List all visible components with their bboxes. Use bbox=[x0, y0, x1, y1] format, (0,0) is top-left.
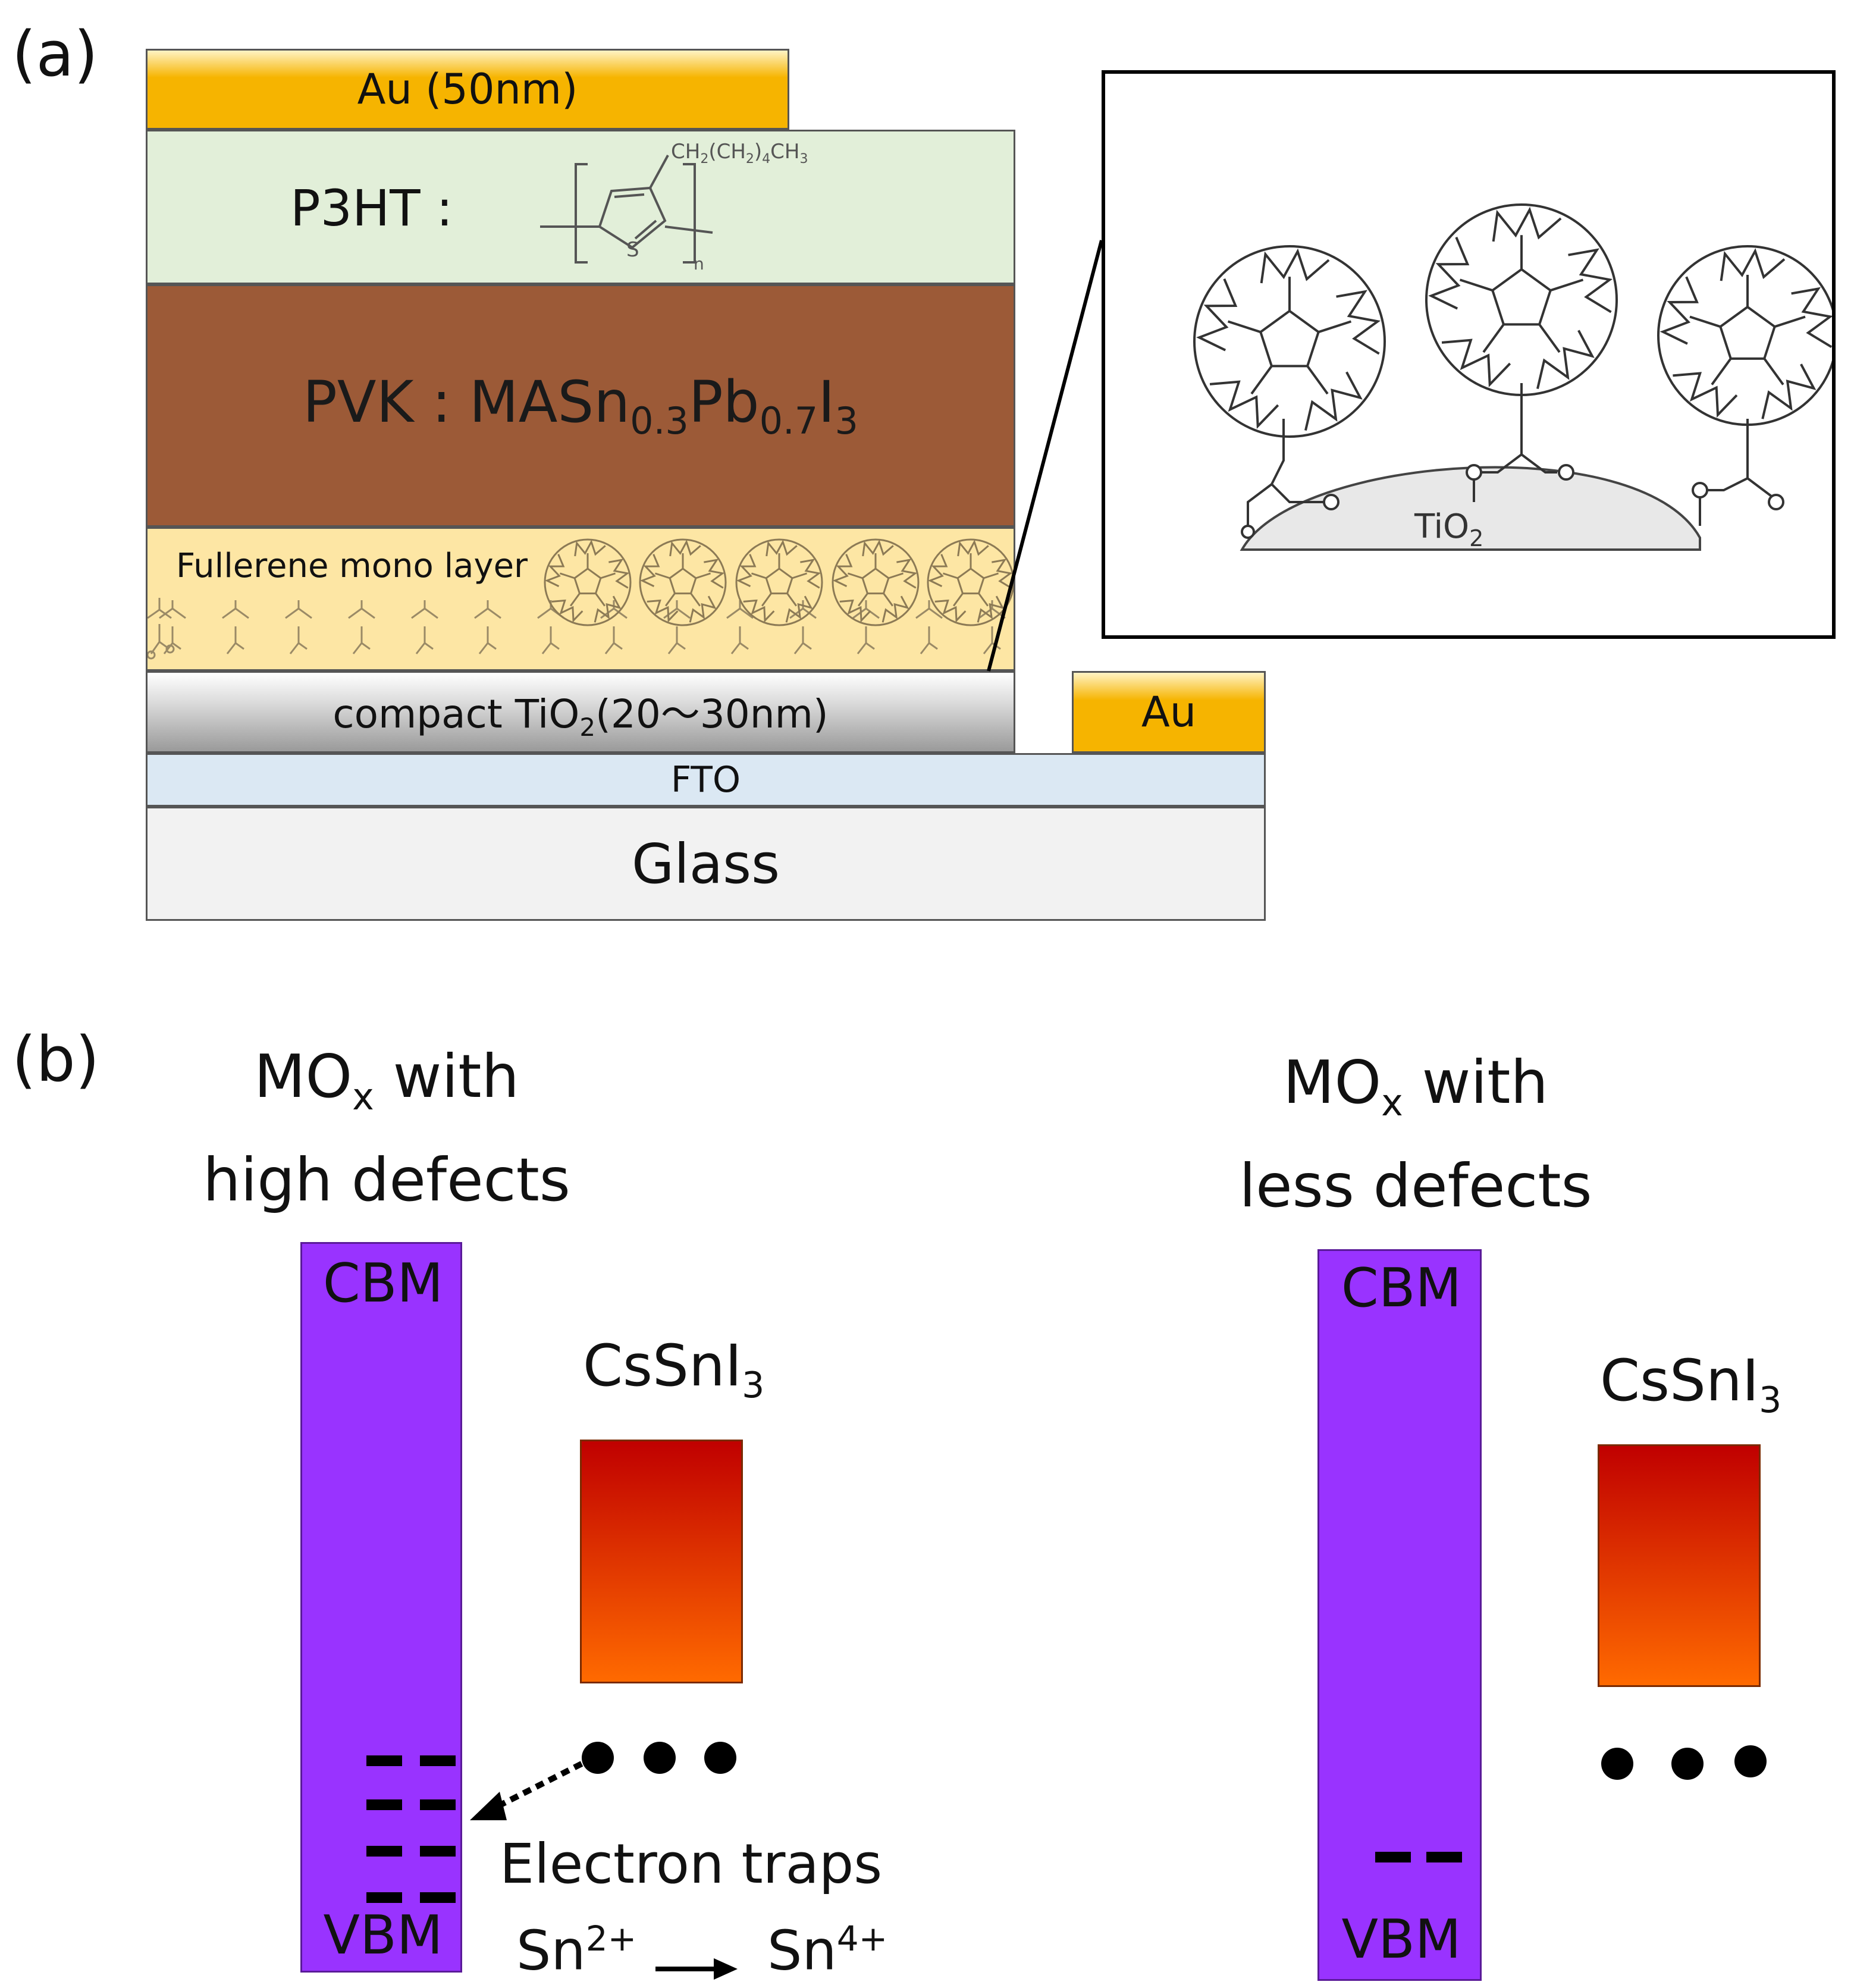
tio2-label: compact TiO2(20〜30nm) bbox=[332, 691, 829, 742]
anchor-group bbox=[411, 600, 438, 654]
electron-dot bbox=[1734, 1745, 1767, 1777]
fullerene-molecules bbox=[148, 538, 1014, 660]
trap-level bbox=[366, 1755, 402, 1766]
electron-dot bbox=[582, 1742, 614, 1774]
left-title: MOx with high defects bbox=[202, 1035, 571, 1222]
electron-dot bbox=[704, 1742, 736, 1774]
fullerene-molecule bbox=[832, 538, 920, 626]
glass-layer: Glass bbox=[146, 807, 1266, 921]
inset-callout-line bbox=[987, 240, 1103, 672]
anchor-group bbox=[600, 600, 628, 654]
fullerene-label: Fullerene mono layer bbox=[176, 547, 528, 585]
left-mox-band: CBM VBM bbox=[300, 1242, 462, 1973]
left-cbm-label: CBM bbox=[322, 1252, 444, 1315]
right-mox-band: CBM VBM bbox=[1317, 1249, 1482, 1981]
fullerene-molecule bbox=[735, 538, 823, 626]
fullerene-molecule bbox=[639, 538, 727, 626]
trap-level bbox=[366, 1846, 402, 1857]
electron-dot bbox=[1601, 1748, 1633, 1780]
trap-level bbox=[420, 1799, 456, 1810]
right-cssni3-block bbox=[1598, 1444, 1761, 1687]
inset-fullerene-molecule bbox=[1425, 203, 1618, 396]
trap-level bbox=[1426, 1852, 1462, 1862]
trap-level bbox=[420, 1892, 456, 1903]
trap-level bbox=[420, 1755, 456, 1766]
anchor-group bbox=[726, 600, 754, 654]
glass-label: Glass bbox=[631, 832, 780, 896]
side-chain-label: CH2(CH2)4CH3 bbox=[671, 140, 808, 167]
fto-label: FTO bbox=[670, 759, 741, 801]
repeat-n-label: n bbox=[694, 254, 704, 274]
au-top-layer: Au (50nm) bbox=[146, 49, 789, 130]
electron-dot bbox=[1671, 1748, 1704, 1780]
left-cssni3-block bbox=[580, 1440, 743, 1683]
right-title: MOx with less defects bbox=[1225, 1041, 1606, 1228]
trap-level bbox=[420, 1846, 456, 1857]
right-cssni3-label: CsSnI3 bbox=[1600, 1347, 1782, 1422]
fullerene-inset: TiO2 bbox=[1102, 70, 1836, 639]
left-title-line2: high defects bbox=[203, 1145, 570, 1215]
right-title-line2: less defects bbox=[1239, 1151, 1592, 1221]
anchor-group bbox=[915, 600, 943, 654]
p3ht-layer: P3HT : S n CH2(CH2)4CH3 bbox=[146, 130, 1015, 284]
right-vbm-label: VBM bbox=[1341, 1908, 1461, 1971]
fullerene-molecule bbox=[927, 538, 1014, 626]
au-top-label: Au (50nm) bbox=[357, 65, 578, 114]
right-cbm-label: CBM bbox=[1341, 1257, 1462, 1319]
anchor-group bbox=[285, 600, 312, 654]
pvk-label: PVK : MASn0.3Pb0.7I3 bbox=[303, 368, 858, 443]
trap-level bbox=[366, 1799, 402, 1810]
anchor-group bbox=[663, 600, 691, 654]
au-side-contact: Au bbox=[1072, 671, 1266, 753]
trap-level bbox=[366, 1892, 402, 1903]
anchor-group bbox=[789, 600, 817, 654]
anchor-group bbox=[159, 600, 186, 654]
reaction-right: Sn4+ bbox=[767, 1918, 888, 1983]
tio2-layer: compact TiO2(20〜30nm) bbox=[146, 671, 1015, 753]
panel-b-label: (b) bbox=[12, 1023, 100, 1096]
right-title-line1: MOx with bbox=[1283, 1048, 1548, 1124]
fto-layer: FTO bbox=[146, 753, 1266, 807]
inset-drawing: TiO2 bbox=[1193, 203, 1832, 551]
tio2-substrate-shape bbox=[1240, 466, 1701, 551]
inset-fullerene-molecule bbox=[1193, 245, 1386, 438]
anchor-linkers bbox=[1241, 383, 1784, 539]
p3ht-structure: S n CH2(CH2)4CH3 bbox=[540, 140, 808, 274]
electron-traps-label: Electron traps bbox=[500, 1832, 883, 1896]
fullerene-molecule bbox=[544, 538, 632, 626]
left-vbm-label: VBM bbox=[323, 1904, 443, 1967]
left-title-line1: MOx with bbox=[254, 1042, 519, 1118]
anchor-group bbox=[222, 600, 249, 654]
left-cssni3-label: CsSnI3 bbox=[583, 1332, 765, 1407]
anchor-group bbox=[474, 600, 501, 654]
electron-dot bbox=[644, 1742, 676, 1774]
anchor-group bbox=[348, 600, 375, 654]
sulfur-label: S bbox=[626, 238, 639, 262]
inset-tio2-label: TiO2 bbox=[1414, 507, 1483, 551]
fullerene-layer: Fullerene mono layer bbox=[146, 527, 1015, 671]
au-side-label: Au bbox=[1141, 688, 1197, 736]
reaction-left: Sn2+ bbox=[516, 1918, 637, 1983]
panel-a-label: (a) bbox=[12, 18, 98, 90]
anchor-group bbox=[852, 600, 880, 654]
p3ht-label: P3HT : bbox=[290, 179, 453, 237]
trap-level bbox=[1375, 1852, 1411, 1862]
pvk-layer: PVK : MASn0.3Pb0.7I3 bbox=[146, 284, 1015, 527]
